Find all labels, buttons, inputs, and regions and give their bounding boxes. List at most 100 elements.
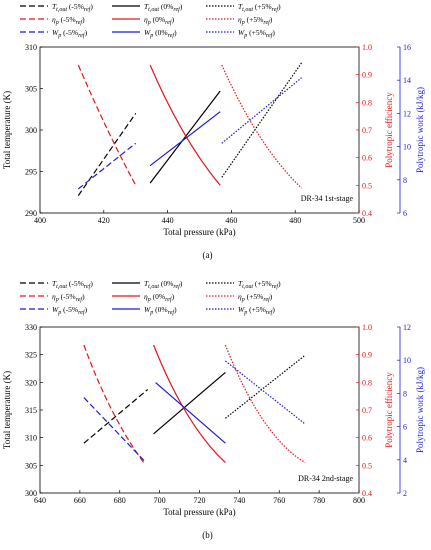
y-tick-label-right2: 2	[403, 489, 407, 498]
series-line-5	[149, 64, 221, 186]
legend-symbol: η	[144, 292, 148, 301]
x-tick-label: 440	[162, 216, 174, 225]
series-line-6	[224, 344, 306, 464]
y-tick-label-right2: 6	[403, 423, 407, 432]
panel-label: (b)	[202, 530, 213, 540]
x-tick-label: 480	[289, 216, 301, 225]
x-tick-label: 700	[154, 496, 166, 505]
series-line-4	[83, 344, 145, 463]
x-tick-label: 640	[34, 496, 46, 505]
legend-suffix: (-5%	[59, 15, 76, 24]
legend-subscript: ref	[263, 296, 271, 303]
panel-label: (a)	[203, 250, 213, 260]
legend-symbol: W	[52, 305, 59, 314]
legend-entry: Wp (0%ref)	[144, 305, 177, 316]
y-tick-label-right1: 0.9	[362, 351, 372, 360]
legend-subscript: ref	[272, 283, 280, 290]
legend-subscript: ref	[266, 309, 274, 316]
legend-close: )	[82, 15, 85, 24]
y-tick-label-right1: 0.8	[362, 98, 372, 107]
legend-close: )	[278, 279, 281, 288]
legend-suffix: (+5%	[247, 305, 266, 314]
legend-suffix: (-5%	[59, 292, 76, 301]
legend-symbol: T	[238, 279, 243, 288]
legend-entry: Tt,out (+5%ref)	[238, 2, 281, 13]
legend-close: )	[272, 28, 275, 37]
y-axis-label-left: Total temperature (K)	[2, 371, 12, 449]
legend-symbol: W	[238, 28, 245, 37]
legend-symbol: T	[52, 2, 57, 11]
series-line-8	[155, 382, 226, 444]
legend-suffix: (0%	[159, 2, 173, 11]
y-tick-label-right1: 0.7	[362, 126, 372, 135]
legend-subscript: ref	[168, 309, 176, 316]
legend-subscript: ref	[165, 296, 173, 303]
legend-symbol: η	[52, 292, 56, 301]
legend-subscript: p	[55, 297, 59, 303]
legend-close: )	[85, 305, 88, 314]
y-tick-label-right2: 6	[403, 209, 407, 218]
legend-symbol: η	[144, 15, 148, 24]
legend-close: )	[90, 279, 93, 288]
legend-subscript: t,out	[56, 284, 67, 290]
legend-suffix: (0%	[153, 28, 167, 37]
y-tick-label-right1: 1.0	[362, 43, 372, 52]
y-axis-label-right2: Polytropic work (kJ/kg)	[415, 87, 425, 173]
y-tick-label-right2: 12	[403, 323, 411, 332]
y-tick-label-right1: 0.8	[362, 378, 372, 387]
legend-subscript: p	[243, 310, 247, 316]
legend-symbol: η	[52, 15, 56, 24]
x-axis-label: Total pressure (kPa)	[163, 507, 235, 517]
legend-symbol: T	[52, 279, 57, 288]
legend: Tt,out (-5%ref) Tt,out (0%ref) Tt,out (+5%…	[20, 2, 281, 39]
series-line-6	[221, 64, 303, 189]
chart-panel-1: Tt,out (-5%ref) Tt,out (0%ref) Tt,out (+5%…	[2, 2, 425, 260]
legend-close: )	[174, 28, 177, 37]
legend-symbol: W	[144, 305, 151, 314]
legend-suffix: (-5%	[61, 305, 78, 314]
series-line-3	[225, 354, 306, 419]
legend-symbol: T	[238, 2, 243, 11]
legend-entry: Tt,out (-5%ref)	[52, 2, 93, 13]
y-axis-label-right1: Polytropic efficiency	[384, 92, 394, 168]
legend-subscript: p	[57, 310, 61, 316]
legend-entry: Wp (-5%ref)	[52, 28, 88, 39]
y-tick-label-right2: 10	[403, 143, 411, 152]
y-tick-label-right1: 0.4	[362, 489, 372, 498]
legend-suffix: (0%	[153, 305, 167, 314]
legend-entry: Wp (-5%ref)	[52, 305, 88, 316]
legend-close: )	[270, 292, 273, 301]
legend-entry: Tt,out (0%ref)	[144, 279, 183, 290]
legend-suffix: (0%	[151, 292, 165, 301]
legend-subscript: p	[55, 20, 59, 26]
legend-subscript: ref	[165, 19, 173, 26]
y-tick-label-left: 290	[25, 209, 37, 218]
legend-suffix: (0%	[159, 279, 173, 288]
series-line-2	[149, 90, 221, 184]
y-tick-label-right1: 0.5	[362, 181, 372, 190]
y-tick-label-right1: 0.5	[362, 461, 372, 470]
y-tick-label-left: 300	[25, 126, 37, 135]
legend-suffix: (+5%	[253, 2, 272, 11]
y-tick-label-left: 330	[25, 323, 37, 332]
legend-entry: Tt,out (-5%ref)	[52, 279, 93, 290]
y-axis-label-right2: Polytropic work (kJ/kg)	[415, 367, 425, 453]
series-line-8	[149, 111, 221, 167]
legend-close: )	[272, 305, 275, 314]
y-tick-label-left: 320	[25, 378, 37, 387]
y-tick-label-right2: 8	[403, 389, 407, 398]
legend-suffix: (+5%	[245, 292, 264, 301]
x-tick-label: 800	[353, 496, 365, 505]
legend-suffix: (-5%	[67, 2, 84, 11]
legend-subscript: ref	[263, 19, 271, 26]
series-line-9	[221, 77, 302, 144]
y-tick-label-left: 305	[25, 85, 37, 94]
series-line-1	[77, 113, 137, 196]
y-tick-label-right1: 0.6	[362, 434, 372, 443]
legend-symbol: η	[238, 15, 242, 24]
x-tick-label: 660	[74, 496, 86, 505]
legend-symbol: W	[144, 28, 151, 37]
legend-subscript: p	[243, 33, 247, 39]
y-tick-label-right2: 14	[403, 76, 411, 85]
legend-close: )	[278, 2, 281, 11]
